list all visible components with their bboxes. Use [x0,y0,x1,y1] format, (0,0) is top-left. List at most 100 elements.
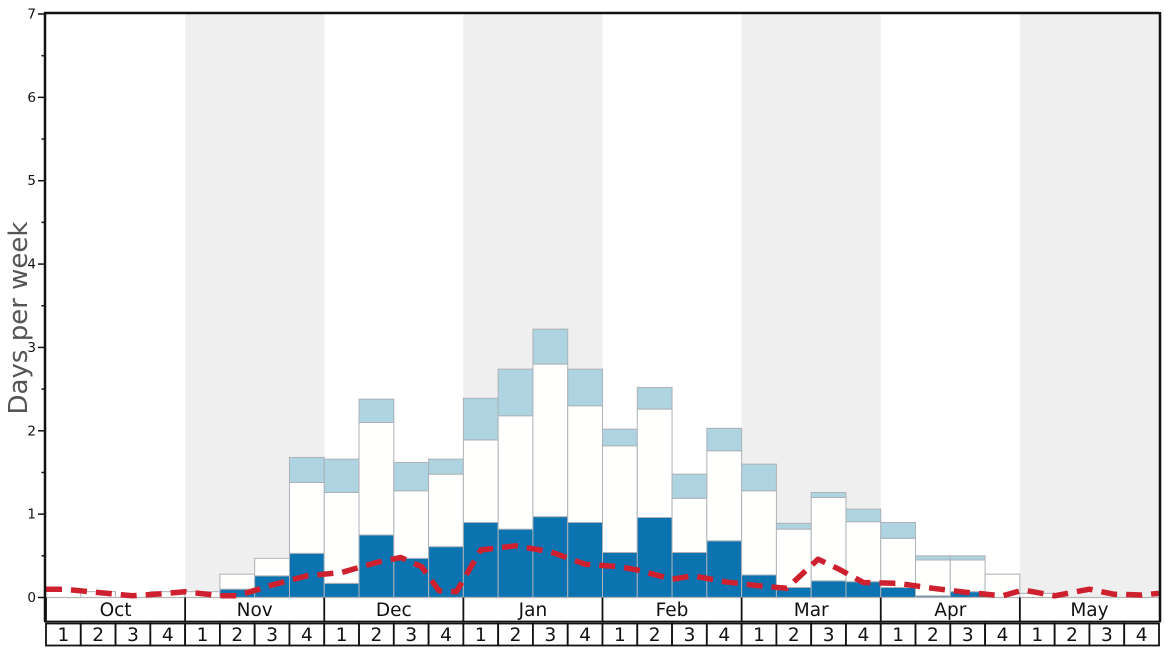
y-tick-label: 5 [27,173,36,189]
bar-segment-light-snow [949,559,986,593]
y-tick-label: 1 [27,507,36,523]
bar-segment-light-snow [358,421,395,536]
bar-segment-heavy-snow [602,551,638,598]
bar-segment-mixed-snow [497,368,534,417]
month-label: Dec [376,600,412,621]
y-axis-title: Days per week [4,221,34,415]
week-number-label: 1 [475,625,487,646]
bar-segment-light-snow [671,497,708,553]
week-number-label: 2 [371,625,383,646]
week-number-label: 2 [92,625,104,646]
week-number-label: 2 [927,625,939,646]
week-number-label: 4 [301,625,313,646]
week-number-label: 1 [197,625,209,646]
bar-segment-mixed-snow [393,461,430,492]
week-number-label: 4 [162,625,174,646]
week-number-label: 1 [58,625,70,646]
bar-segment-mixed-snow [845,508,882,523]
month-label: Mar [794,600,829,621]
bar-segment-light-snow [532,363,569,518]
bar-segment-mixed-snow [462,397,499,441]
month-label: Jan [518,600,548,621]
bar-segment-mixed-snow [358,398,395,423]
bar-segment-heavy-snow [532,516,569,598]
week-number-label: 2 [649,625,661,646]
week-number-label: 1 [892,625,904,646]
y-tick-label: 4 [27,257,36,273]
bar-segment-heavy-snow [706,540,743,598]
week-number-label: 1 [336,625,348,646]
bar-segment-heavy-snow [636,516,673,599]
bar-segment-light-snow [497,415,534,530]
bar-segment-light-snow [288,481,325,554]
bar-segment-light-snow [567,405,603,523]
bar-segment-light-snow [775,528,812,588]
week-number-label: 1 [1031,625,1043,646]
week-number-label: 2 [788,625,800,646]
bar-segment-mixed-snow [636,386,673,410]
bar-segment-mixed-snow [949,555,986,561]
bar-segment-heavy-snow [462,521,499,599]
bar-segment-light-snow [845,521,882,583]
bar-segment-mixed-snow [741,463,777,492]
bar-segment-light-snow [393,490,430,559]
week-number-label: 3 [1101,625,1113,646]
bar-segment-mixed-snow [810,491,847,498]
week-number-cell [1123,622,1160,647]
bar-segment-light-snow [602,445,638,553]
week-number-label: 4 [718,625,730,646]
month-label: Feb [656,600,689,621]
week-number-label: 4 [997,625,1009,646]
week-number-label: 3 [405,625,417,646]
month-label: Nov [237,600,273,621]
average-snow-line [46,543,1160,599]
bar-segment-heavy-snow [810,580,847,598]
month-label: Apr [934,600,966,621]
week-number-label: 3 [266,625,278,646]
bar-segment-light-snow [254,557,290,577]
bar-segment-mixed-snow [567,368,603,407]
month-shading-band [1019,14,1159,598]
bar-segment-light-snow [323,491,360,584]
week-number-label: 4 [1136,625,1148,646]
week-number-label: 3 [962,625,974,646]
bar-segment-heavy-snow [393,557,430,598]
bar-segment-mixed-snow [602,428,638,447]
bar-segment-heavy-snow [880,586,917,598]
week-number-label: 4 [440,625,452,646]
week-number-label: 3 [127,625,139,646]
bar-segment-light-snow [741,490,777,576]
week-number-label: 1 [614,625,626,646]
bar-segment-mixed-snow [288,456,325,483]
week-number-label: 3 [823,625,835,646]
bar-segment-mixed-snow [671,473,708,499]
y-tick-label: 0 [27,590,36,606]
bar-segment-heavy-snow [358,534,395,598]
bar-segment-mixed-snow [323,458,360,493]
y-tick-label: 7 [27,7,36,23]
bar-segment-light-snow [880,537,917,588]
week-number-label: 1 [753,625,765,646]
bar-segment-light-snow [219,573,256,590]
week-number-label: 3 [684,625,696,646]
week-number-label: 2 [510,625,522,646]
week-number-label: 4 [579,625,591,646]
bar-segment-mixed-snow [775,522,812,530]
bar-segment-heavy-snow [323,582,360,598]
bar-segment-mixed-snow [880,521,917,539]
bar-segment-heavy-snow [567,521,603,599]
month-label: May [1070,600,1108,621]
month-label: Oct [100,600,132,621]
bar-segment-light-snow [706,450,743,542]
y-tick-label: 3 [27,340,36,356]
y-tick-label: 2 [27,423,36,439]
bar-segment-mixed-snow [532,328,569,365]
bar-segment-light-snow [462,439,499,523]
week-number-label: 2 [231,625,243,646]
bar-segment-light-snow [428,473,464,548]
week-number-label: 4 [857,625,869,646]
y-tick-label: 6 [27,90,36,106]
bar-segment-light-snow [636,408,673,518]
bar-segment-mixed-snow [915,555,951,561]
